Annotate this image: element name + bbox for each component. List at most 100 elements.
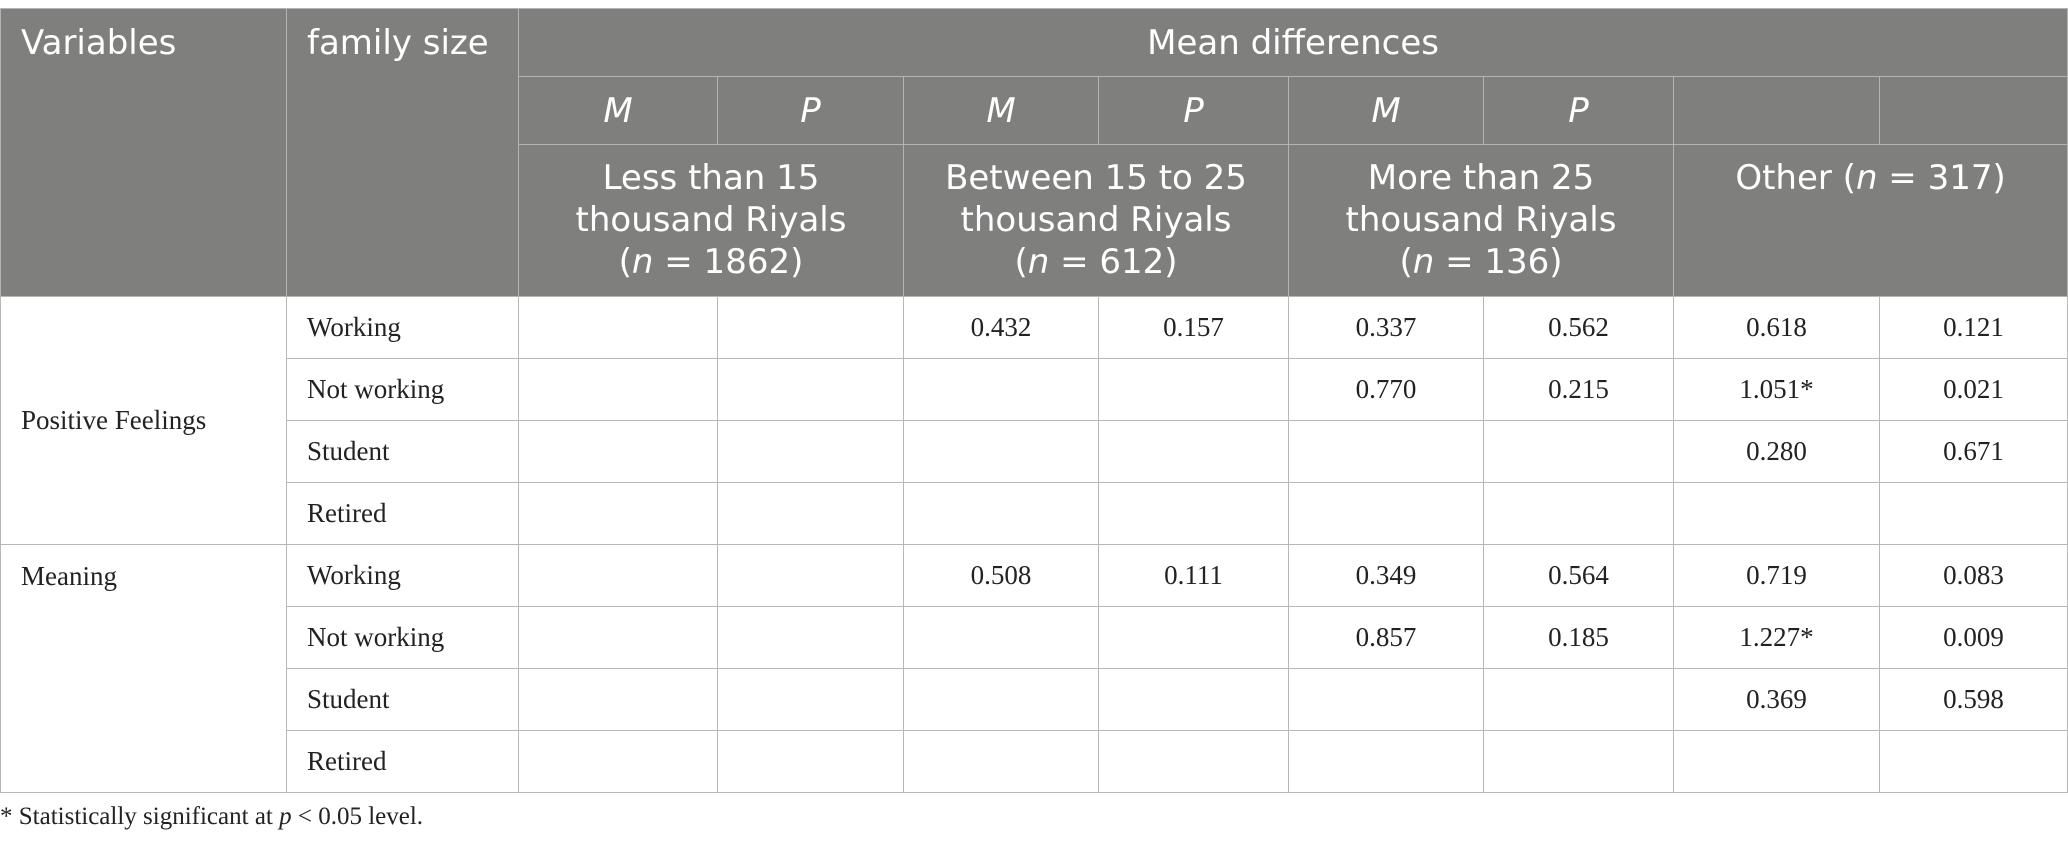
value-cell: 0.009 [1878, 606, 2068, 669]
value-cell [903, 358, 1099, 421]
value-cell [518, 730, 718, 793]
value-cell [1483, 420, 1674, 483]
header-m: M [1288, 76, 1484, 145]
value-cell: 0.083 [1878, 544, 2068, 607]
value-cell [1878, 482, 2068, 545]
value-cell [518, 668, 718, 731]
value-cell [903, 730, 1099, 793]
value-cell: 0.432 [903, 296, 1099, 359]
value-cell [717, 358, 904, 421]
value-cell [1098, 420, 1289, 483]
value-cell: 0.021 [1878, 358, 2068, 421]
value-cell [1098, 358, 1289, 421]
variable-name: Meaning [0, 544, 287, 793]
value-cell: 0.157 [1098, 296, 1289, 359]
value-cell: 0.770 [1288, 358, 1484, 421]
value-cell [1288, 482, 1484, 545]
value-cell: 0.369 [1673, 668, 1880, 731]
family-size-label: Retired [286, 730, 519, 793]
table-row: Retired [1, 730, 2068, 793]
header-mean-differences: Mean differences [517, 8, 2068, 77]
header-m: M [518, 76, 718, 145]
value-cell: 0.337 [1288, 296, 1484, 359]
value-cell: 0.562 [1483, 296, 1674, 359]
table-row: Student 0.369 0.598 [1, 668, 2068, 731]
value-cell [1098, 730, 1289, 793]
value-cell [903, 606, 1099, 669]
header-group-other: Other (n = 317) [1672, 144, 2068, 297]
value-cell [717, 606, 904, 669]
value-cell [903, 482, 1099, 545]
value-cell: 0.598 [1878, 668, 2068, 731]
value-cell: 0.111 [1098, 544, 1289, 607]
value-cell: 0.121 [1878, 296, 2068, 359]
table-row: Not working 0.770 0.215 1.051* 0.021 [1, 358, 2068, 421]
header-variables: Variables [0, 8, 287, 297]
header-family-size: family size [286, 8, 519, 297]
family-size-label: Working [286, 544, 519, 607]
family-size-label: Not working [286, 358, 519, 421]
value-cell [518, 482, 718, 545]
value-cell [1483, 482, 1674, 545]
value-cell [1673, 482, 1880, 545]
value-cell: 0.508 [903, 544, 1099, 607]
family-size-label: Retired [286, 482, 519, 545]
value-cell [717, 420, 904, 483]
header-group-more-25: More than 25 thousand Riyals (n = 136) [1288, 144, 1674, 297]
value-cell: 0.564 [1483, 544, 1674, 607]
value-cell [1098, 606, 1289, 669]
variable-name: Positive Feelings [0, 296, 287, 545]
family-size-label: Student [286, 420, 519, 483]
value-cell [1288, 668, 1484, 731]
value-cell [1098, 668, 1289, 731]
table-row: Not working 0.857 0.185 1.227* 0.009 [1, 606, 2068, 669]
value-cell [518, 420, 718, 483]
table-row: Meaning Working 0.508 0.111 0.349 0.564 0.719 0… [0, 544, 2068, 793]
value-cell [1483, 730, 1674, 793]
value-cell [717, 730, 904, 793]
value-cell [717, 544, 904, 607]
value-cell: 1.227* [1673, 606, 1880, 669]
header-p-empty [1878, 76, 2068, 145]
table-row: Retired [1, 482, 2068, 545]
value-cell [1288, 420, 1484, 483]
value-cell: 0.185 [1483, 606, 1674, 669]
value-cell [717, 296, 904, 359]
mean-differences-table: Variables family size Mean differences M… [0, 8, 2068, 793]
value-cell: 0.719 [1673, 544, 1880, 607]
value-cell [518, 358, 718, 421]
family-size-label: Student [286, 668, 519, 731]
value-cell: 1.051* [1673, 358, 1880, 421]
footnote: * Statistically significant at p < 0.05 … [0, 803, 424, 830]
table-row: Positive Feelings Working 0.432 0.157 0.337 0… [0, 296, 2068, 545]
value-cell: 0.349 [1288, 544, 1484, 607]
family-size-label: Working [286, 296, 519, 359]
table-body: Positive Feelings Working 0.432 0.157 0.337 0… [0, 296, 2068, 793]
header-m: M [903, 76, 1099, 145]
value-cell [518, 544, 718, 607]
table-row: Student 0.280 0.671 [1, 420, 2068, 483]
header-p: P [1098, 76, 1289, 145]
value-cell [903, 668, 1099, 731]
value-cell [1288, 730, 1484, 793]
value-cell [903, 420, 1099, 483]
value-cell [518, 606, 718, 669]
value-cell: 0.671 [1878, 420, 2068, 483]
header-group-15-25: Between 15 to 25 thousand Riyals (n = 61… [903, 144, 1289, 297]
family-size-label: Not working [286, 606, 519, 669]
value-cell [518, 296, 718, 359]
value-cell [717, 668, 904, 731]
header-p: P [717, 76, 904, 145]
header-p: P [1483, 76, 1674, 145]
header-group-less-15: Less than 15 thousand Riyals (n = 1862) [518, 144, 904, 297]
value-cell [1098, 482, 1289, 545]
value-cell: 0.280 [1673, 420, 1880, 483]
value-cell: 0.618 [1673, 296, 1880, 359]
value-cell: 0.215 [1483, 358, 1674, 421]
header-m-empty [1673, 76, 1880, 145]
value-cell [717, 482, 904, 545]
value-cell [1878, 730, 2068, 793]
value-cell [1673, 730, 1880, 793]
value-cell: 0.857 [1288, 606, 1484, 669]
value-cell [1483, 668, 1674, 731]
